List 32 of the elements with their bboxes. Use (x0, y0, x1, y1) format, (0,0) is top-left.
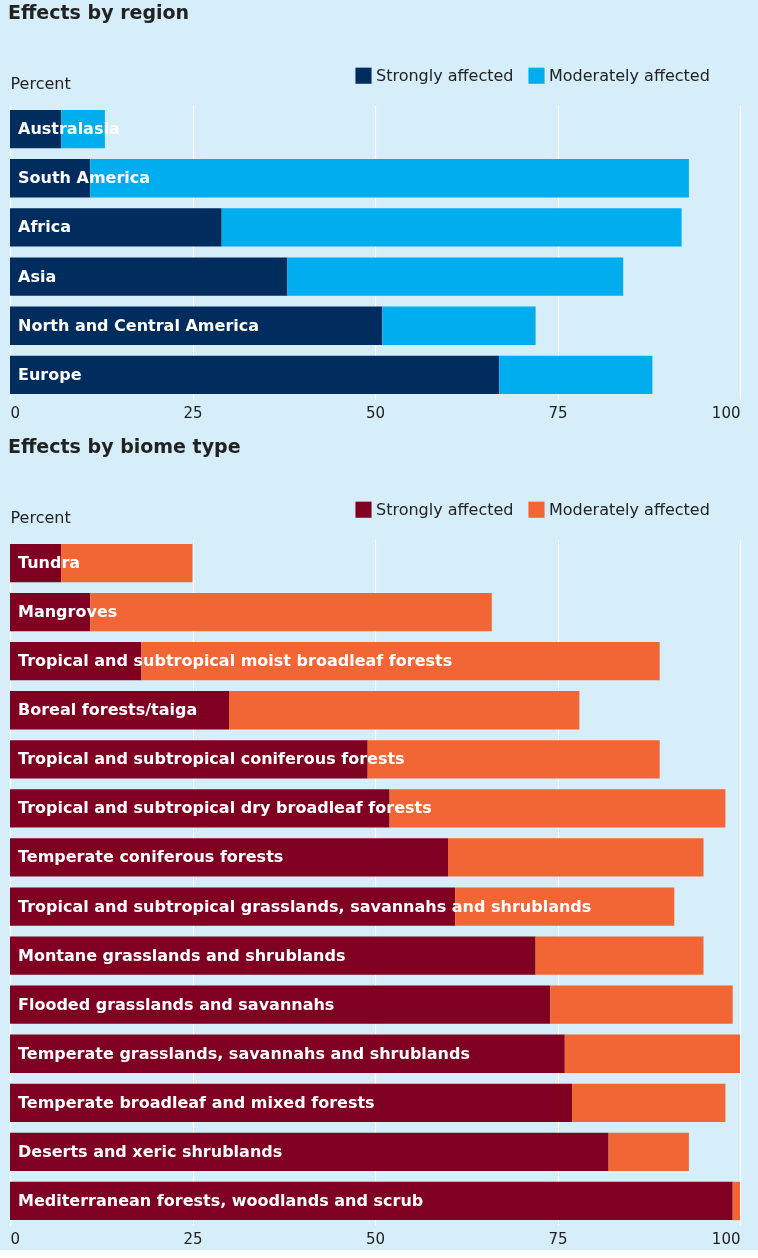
x-tick-label: 100 (711, 1229, 741, 1248)
x-tick-label: 100 (711, 403, 741, 422)
y-axis-title: Percent (10, 73, 71, 93)
x-tick-label: 50 (365, 1229, 386, 1248)
y-tick-label: Montane grasslands and shrublands (18, 945, 346, 965)
x-tick-label: 50 (365, 403, 386, 422)
y-tick-label: Asia (18, 266, 57, 286)
legend-label: Strongly affected (376, 65, 514, 85)
y-tick-label: Deserts and xeric shrublands (18, 1141, 283, 1161)
legend-label: Strongly affected (376, 499, 514, 519)
y-tick-label: North and Central America (18, 315, 260, 335)
y-tick-label: Temperate grasslands, savannahs and shrublands (18, 1043, 470, 1063)
y-tick-label: Mangroves (18, 602, 118, 622)
x-tick-label: 0 (10, 403, 21, 422)
x-tick-label: 75 (548, 403, 568, 422)
chart-title: Effects by region (8, 1, 190, 23)
x-tick-label: 75 (548, 1229, 568, 1248)
y-tick-label: Europe (18, 364, 82, 384)
legend-label: Moderately affected (549, 65, 710, 85)
y-tick-label: Temperate coniferous forests (18, 847, 284, 867)
y-tick-label: Flooded grasslands and savannahs (18, 994, 335, 1014)
x-tick-label: 0 (10, 1229, 21, 1248)
x-tick-label: 25 (183, 1229, 203, 1248)
y-tick-label: Tundra (18, 553, 81, 573)
x-tick-label: 25 (183, 403, 203, 422)
chart-title: Effects by biome type (8, 435, 241, 457)
y-tick-label: Mediterranean forests, woodlands and scrub (18, 1190, 424, 1210)
y-tick-label: Boreal forests/taiga (18, 700, 198, 720)
y-tick-label: Temperate broadleaf and mixed forests (18, 1092, 375, 1112)
y-tick-label: Africa (18, 217, 71, 237)
y-axis-title: Percent (10, 507, 71, 527)
legend-label: Moderately affected (549, 499, 710, 519)
